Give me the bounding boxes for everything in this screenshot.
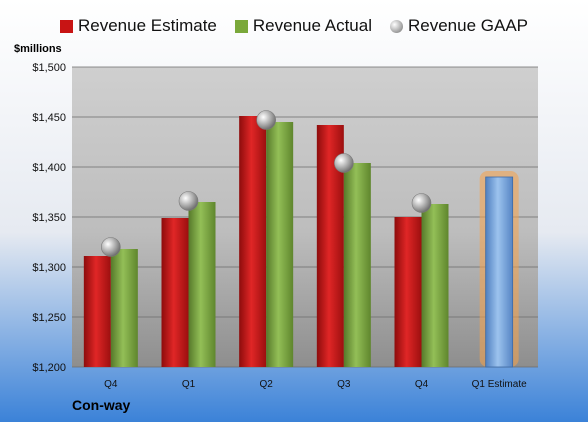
legend-swatch-gaap [389,19,403,33]
y-tick-label: $1,350 [32,212,66,224]
x-tick-label: Q1 [182,379,196,390]
y-tick-label: $1,300 [32,262,66,274]
bar-actual [110,249,138,367]
y-tick-label: $1,500 [32,62,66,74]
company-name: Con-way [72,397,131,413]
point-gaap [178,191,199,211]
bar-estimate [161,218,189,367]
point-gaap [101,237,121,257]
point-gaap [334,153,354,173]
bar-estimate [239,116,267,367]
bar-estimate [83,256,111,367]
legend-label-actual: Revenue Actual [252,16,372,35]
y-tick-label: $1,200 [32,362,66,374]
legend-swatch-actual [234,19,248,33]
x-tick-label: Q1 Estimate [472,379,527,390]
bar-actual [266,122,294,367]
point-gaap [256,110,276,130]
x-tick-label: Q4 [104,379,118,390]
legend-label-gaap: Revenue GAAP [407,16,528,35]
x-tick-label: Q2 [259,379,273,390]
x-tick-label: Q4 [415,379,429,390]
chart-legend: Revenue Estimate Revenue Actual Revenue … [0,16,588,36]
bar-actual [188,202,216,367]
y-tick-label: $1,450 [32,112,66,124]
bar-estimate [394,217,422,367]
bar-actual [421,204,449,367]
bar-actual [343,163,371,367]
legend-label-estimate: Revenue Estimate [77,16,217,35]
x-tick-label: Q3 [337,379,351,390]
y-tick-label: $1,250 [32,312,66,324]
y-axis-unit-label: $millions [14,43,62,55]
legend-item-gaap: Revenue GAAP [389,16,528,36]
legend-item-actual: Revenue Actual [234,16,372,36]
legend-swatch-estimate [59,19,73,33]
legend-item-estimate: Revenue Estimate [59,16,217,36]
bar-forecast [485,176,514,368]
y-tick-label: $1,400 [32,162,66,174]
point-gaap [411,193,432,213]
